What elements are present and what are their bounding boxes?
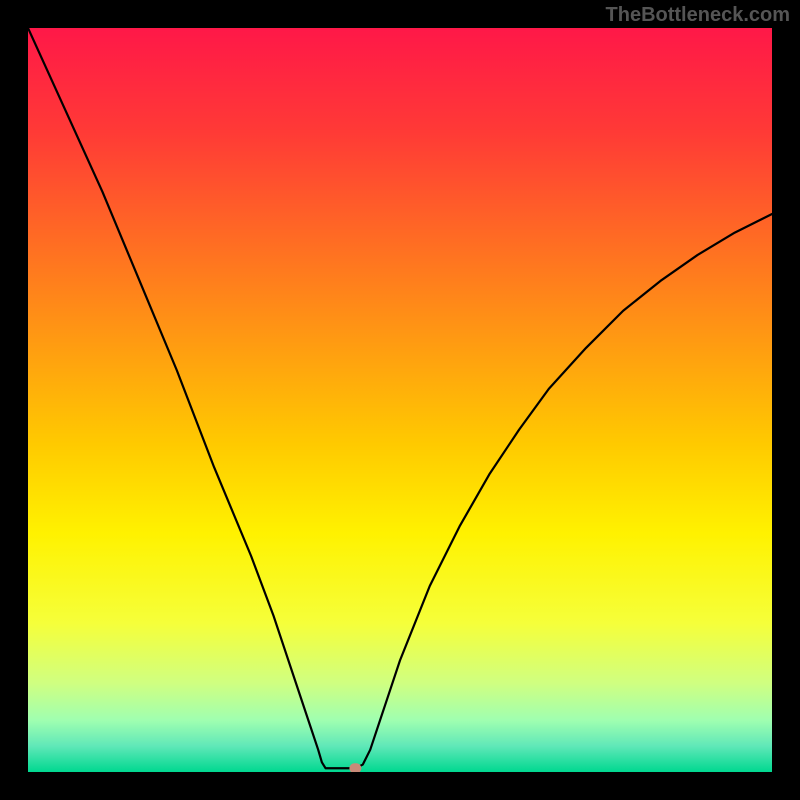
bottleneck-chart bbox=[0, 0, 800, 800]
watermark-text: TheBottleneck.com bbox=[606, 4, 790, 27]
optimum-marker bbox=[349, 763, 361, 773]
